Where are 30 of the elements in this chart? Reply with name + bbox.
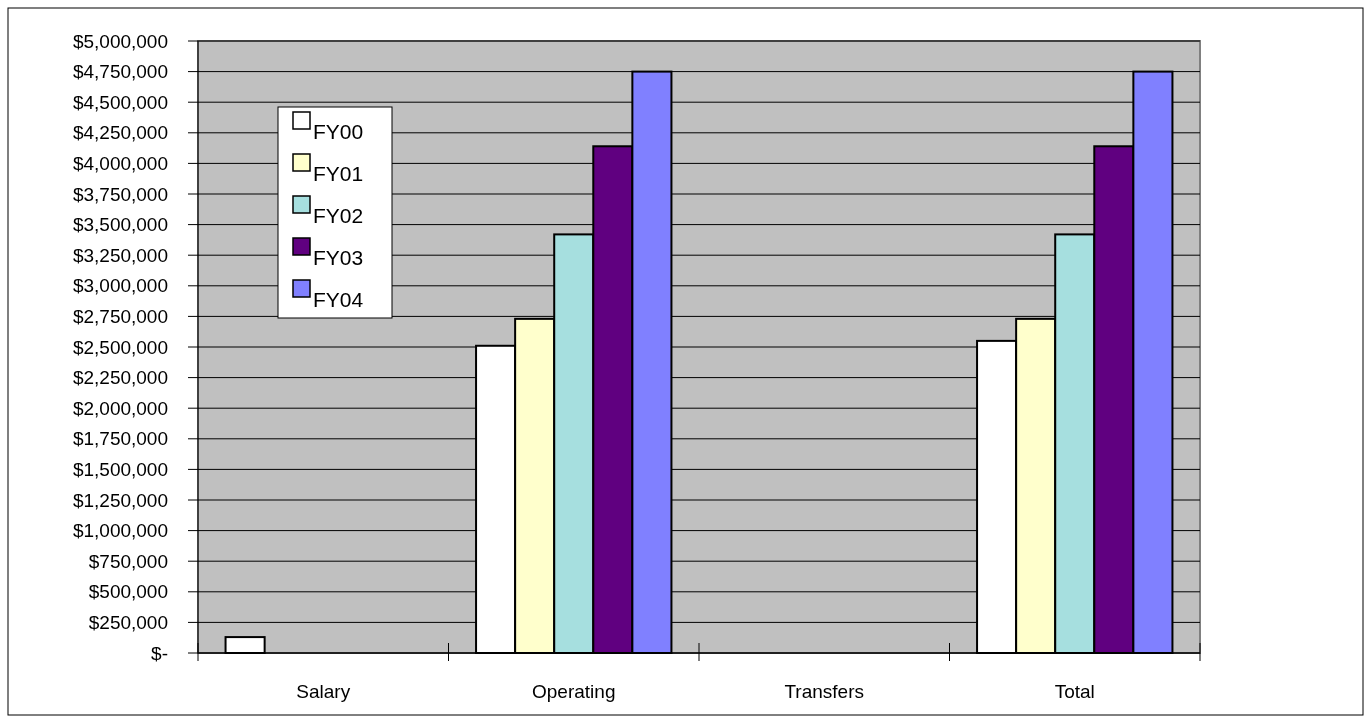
y-tick-label: $5,000,000 bbox=[72, 30, 168, 52]
legend-label: FY01 bbox=[313, 162, 364, 185]
y-tick-label: $500,000 bbox=[88, 581, 168, 603]
x-tick-label: Transfers bbox=[784, 681, 865, 702]
y-tick-label: $3,250,000 bbox=[72, 244, 168, 266]
x-tick-label: Salary bbox=[296, 681, 351, 702]
y-tick-label: $750,000 bbox=[88, 550, 168, 572]
y-tick-label: $4,250,000 bbox=[72, 122, 168, 144]
x-tick-label: Operating bbox=[532, 681, 616, 702]
y-tick-label: $2,750,000 bbox=[72, 306, 168, 328]
legend-label: FY02 bbox=[313, 204, 364, 227]
legend-label: FY04 bbox=[313, 288, 364, 311]
y-tick-label: $2,000,000 bbox=[72, 397, 168, 419]
y-tick-label: $4,500,000 bbox=[72, 91, 168, 113]
y-tick-label: $2,250,000 bbox=[72, 367, 168, 389]
y-tick-label: $1,000,000 bbox=[72, 520, 168, 542]
y-tick-label: $- bbox=[151, 642, 168, 664]
y-tick-label: $4,750,000 bbox=[72, 61, 168, 83]
y-tick-label: $2,500,000 bbox=[72, 336, 168, 358]
y-tick-label: $3,750,000 bbox=[72, 183, 168, 205]
y-tick-label: $250,000 bbox=[88, 612, 168, 634]
x-tick-label: Total bbox=[1054, 681, 1095, 702]
y-tick-label: $4,000,000 bbox=[72, 153, 168, 175]
y-tick-label: $1,750,000 bbox=[72, 428, 168, 450]
legend-label: FY03 bbox=[313, 246, 364, 269]
y-tick-label: $1,250,000 bbox=[72, 489, 168, 511]
legend-label: FY00 bbox=[313, 120, 364, 143]
y-tick-label: $1,500,000 bbox=[72, 459, 168, 481]
y-tick-label: $3,500,000 bbox=[72, 214, 168, 236]
y-tick-label: $3,000,000 bbox=[72, 275, 168, 297]
